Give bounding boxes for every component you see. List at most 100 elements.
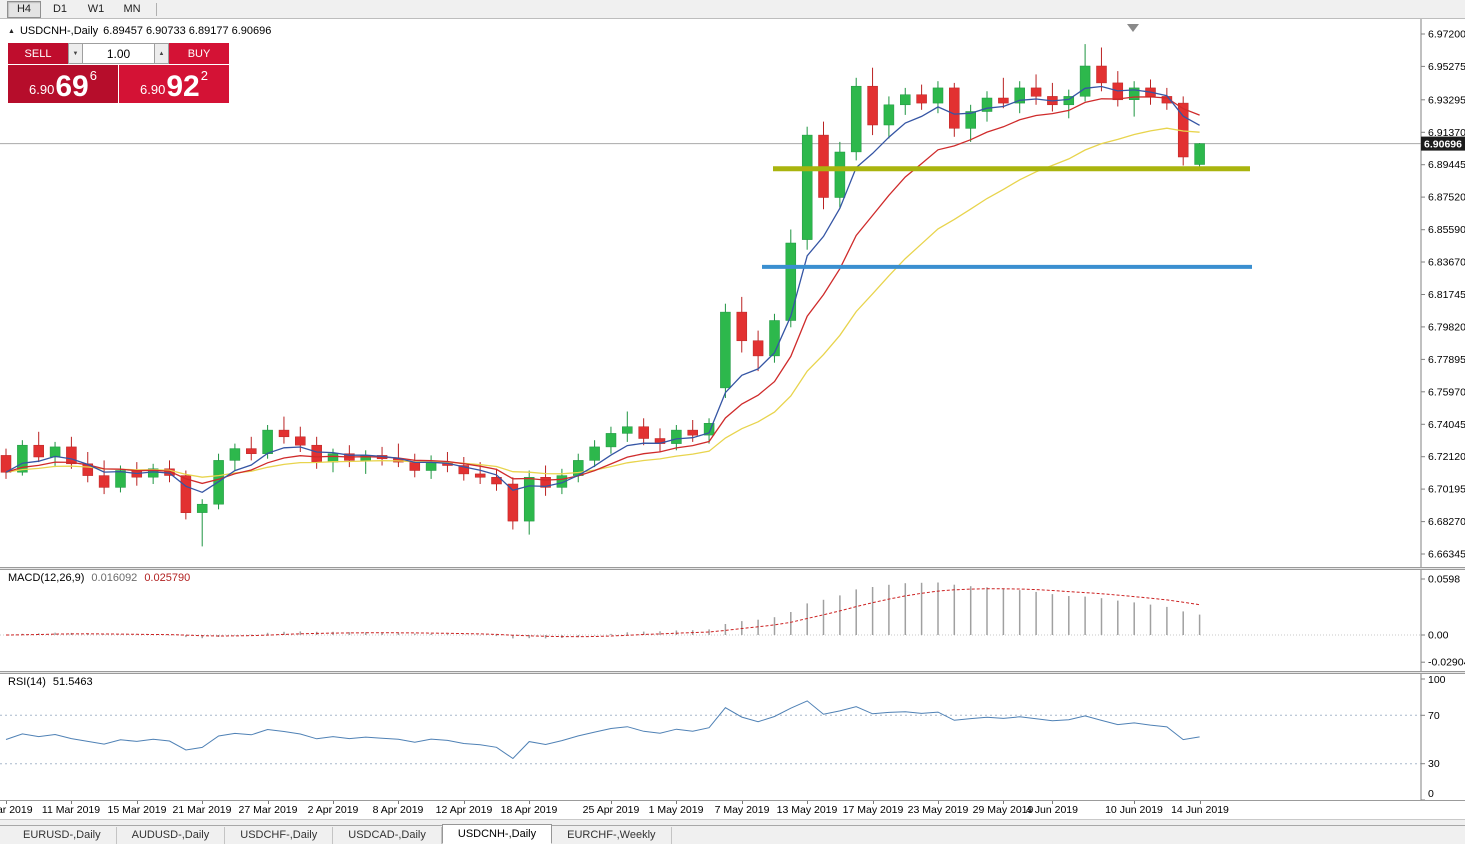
date-label: 18 Apr 2019 bbox=[500, 804, 558, 816]
timeframe-button-mn[interactable]: MN bbox=[123, 2, 141, 15]
timeframe-button-w1[interactable]: W1 bbox=[87, 2, 105, 15]
date-label: 17 May 2019 bbox=[842, 804, 904, 816]
rsi-tick-label: 0 bbox=[1428, 788, 1434, 800]
buy-price-base: 6.90 bbox=[140, 82, 166, 97]
price-tick-label: 6.83670 bbox=[1428, 257, 1465, 269]
shift-marker-icon bbox=[1127, 24, 1139, 32]
price-tick-label: 6.89445 bbox=[1428, 159, 1465, 171]
macd-tick-label: 0.0598 bbox=[1428, 574, 1460, 586]
main-chart-panel: 6.97200 6.95275 6.93295 6.91370 6.89445 6.875… bbox=[0, 19, 1465, 567]
macd-panel: 0.0598 0.00 -0.029049 MACD(12,26,9) 0.0160… bbox=[0, 570, 1465, 671]
date-axis[interactable]: 5 Mar 2019 11 Mar 2019 15 Mar 2019 21 Mar 2… bbox=[0, 800, 1465, 819]
horizontal-scrollbar[interactable] bbox=[0, 819, 1465, 825]
date-tick bbox=[398, 801, 399, 804]
macd-tick-label: 0.00 bbox=[1428, 630, 1449, 642]
collapse-panel-icon[interactable]: ▲ bbox=[8, 27, 15, 35]
date-label: 4 Jun 2019 bbox=[1026, 804, 1078, 816]
chart-tab-usdchf-daily[interactable]: USDCHF-,Daily bbox=[225, 827, 334, 844]
price-tick-label: 6.68270 bbox=[1428, 516, 1465, 528]
rsi-chart[interactable]: 100 70 30 0 bbox=[0, 674, 1465, 800]
panel-separator[interactable] bbox=[0, 567, 1465, 570]
timeframe-button-d1[interactable]: D1 bbox=[52, 2, 68, 15]
date-tick bbox=[1134, 801, 1135, 804]
date-tick bbox=[529, 801, 530, 804]
price-tick-label: 6.79820 bbox=[1428, 321, 1465, 333]
timeframe-button-h4[interactable]: H4 bbox=[7, 0, 41, 18]
date-tick bbox=[464, 801, 465, 804]
date-label: 10 Jun 2019 bbox=[1105, 804, 1163, 816]
date-label: 21 Mar 2019 bbox=[172, 804, 232, 816]
sell-price-sup: 6 bbox=[89, 68, 97, 83]
sell-price-display[interactable]: 6.90 69 6 bbox=[8, 65, 118, 103]
date-tick bbox=[71, 801, 72, 804]
ohlc-values: 6.89457 6.90733 6.89177 6.90696 bbox=[103, 25, 272, 37]
moving-average-10 bbox=[5, 96, 1200, 485]
date-tick bbox=[938, 801, 939, 804]
macd-histogram bbox=[21, 582, 1201, 639]
chart-tab-usdcnh-daily[interactable]: USDCNH-,Daily bbox=[441, 824, 553, 844]
date-label: 27 Mar 2019 bbox=[238, 804, 298, 816]
chart-tab-eurusd-daily[interactable]: EURUSD-,Daily bbox=[8, 827, 117, 844]
moving-average-5 bbox=[5, 85, 1200, 494]
date-label: 13 May 2019 bbox=[776, 804, 838, 816]
rsi-tick-label: 30 bbox=[1428, 758, 1440, 770]
volume-input[interactable] bbox=[83, 43, 154, 64]
rsi-value: 51.5463 bbox=[52, 676, 93, 688]
sell-price-base: 6.90 bbox=[29, 82, 55, 97]
rsi-line bbox=[5, 700, 1200, 760]
chart-tab-eurchf-weekly[interactable]: EURCHF-,Weekly bbox=[552, 827, 672, 844]
date-tick bbox=[807, 801, 808, 804]
macd-value-main: 0.016092 bbox=[91, 572, 138, 584]
date-tick bbox=[611, 801, 612, 804]
price-tick-label: 6.93295 bbox=[1428, 94, 1465, 106]
price-tick-label: 6.77895 bbox=[1428, 354, 1465, 366]
buy-price-sup: 2 bbox=[200, 68, 208, 83]
chart-tab-usdcad-daily[interactable]: USDCAD-,Daily bbox=[333, 827, 442, 844]
timeframe-toolbar: H4 D1 W1 MN bbox=[0, 0, 1465, 19]
price-tick-label: 6.81745 bbox=[1428, 289, 1465, 301]
date-label: 2 Apr 2019 bbox=[307, 804, 359, 816]
buy-button[interactable]: BUY bbox=[169, 43, 229, 64]
date-tick bbox=[1200, 801, 1201, 804]
price-tick-label: 6.72120 bbox=[1428, 451, 1465, 463]
date-label: 11 Mar 2019 bbox=[41, 804, 101, 816]
price-tick-label: 6.91370 bbox=[1428, 127, 1465, 139]
toolbar-separator bbox=[156, 2, 157, 16]
macd-value-signal: 0.025790 bbox=[144, 572, 191, 584]
date-label: 7 May 2019 bbox=[714, 804, 770, 816]
price-tick-label: 6.97200 bbox=[1428, 29, 1465, 41]
date-label: 8 Apr 2019 bbox=[372, 804, 424, 816]
current-price-badge-text: 6.90696 bbox=[1424, 138, 1462, 150]
chart-title: ▲ USDCNH-,Daily 6.89457 6.90733 6.89177 … bbox=[8, 25, 271, 37]
date-tick bbox=[202, 801, 203, 804]
sell-button[interactable]: SELL bbox=[8, 43, 68, 64]
macd-signal-line bbox=[5, 588, 1200, 638]
date-label: 5 Mar 2019 bbox=[0, 804, 33, 816]
rsi-name: RSI(14) bbox=[8, 676, 46, 688]
volume-up-stepper[interactable]: ▲ bbox=[154, 43, 169, 64]
rsi-panel: 100 70 30 0 RSI(14) 51.5463 bbox=[0, 674, 1465, 800]
rsi-label: RSI(14) 51.5463 bbox=[8, 676, 93, 688]
date-tick bbox=[6, 801, 7, 804]
price-tick-label: 6.66345 bbox=[1428, 549, 1465, 561]
main-chart[interactable]: 6.97200 6.95275 6.93295 6.91370 6.89445 6.875… bbox=[0, 19, 1465, 567]
price-tick-label: 6.87520 bbox=[1428, 192, 1465, 204]
date-label: 29 May 2019 bbox=[972, 804, 1034, 816]
one-click-trade-panel: SELL ▼ ▲ BUY 6.90 69 6 6.90 92 2 bbox=[8, 43, 229, 103]
chart-tab-bar: EURUSD-,Daily AUDUSD-,Daily USDCHF-,Daily U… bbox=[0, 824, 1465, 844]
chart-tab-audusd-daily[interactable]: AUDUSD-,Daily bbox=[117, 827, 226, 844]
price-tick-label: 6.95275 bbox=[1428, 61, 1465, 73]
macd-label: MACD(12,26,9) 0.016092 0.025790 bbox=[8, 572, 190, 584]
panel-separator[interactable] bbox=[0, 671, 1465, 674]
date-tick bbox=[742, 801, 743, 804]
buy-price-big: 92 bbox=[166, 70, 200, 103]
current-price-badge bbox=[1421, 136, 1465, 151]
date-label: 15 Mar 2019 bbox=[107, 804, 167, 816]
sell-price-big: 69 bbox=[55, 70, 89, 103]
volume-down-stepper[interactable]: ▼ bbox=[68, 43, 83, 64]
macd-tick-label: -0.029049 bbox=[1428, 657, 1465, 669]
date-tick bbox=[333, 801, 334, 804]
buy-price-display[interactable]: 6.90 92 2 bbox=[119, 65, 229, 103]
macd-chart[interactable]: 0.0598 0.00 -0.029049 bbox=[0, 570, 1465, 671]
